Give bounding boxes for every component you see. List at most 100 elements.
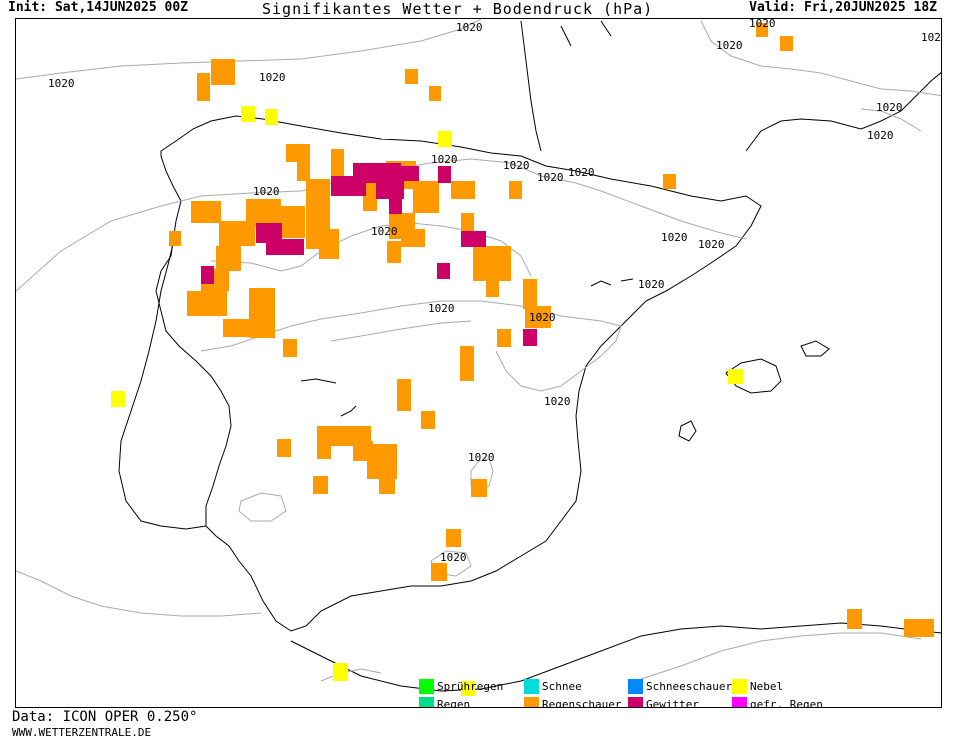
weather-map: 1020 1020 1020 1020 1020 1020 1020 1020 …	[16, 19, 942, 696]
cell-thunderstorm	[523, 329, 537, 346]
data-source: Data: ICON OPER 0.250°	[12, 709, 198, 725]
cell-rain-shower	[187, 291, 227, 316]
island-ibiza	[678, 420, 697, 442]
cell-thunderstorm	[376, 181, 404, 199]
isobar-9	[320, 668, 382, 682]
cell-thunderstorm	[437, 263, 450, 279]
cell-rain-shower	[197, 73, 210, 101]
island-mallorca	[725, 358, 782, 394]
coastline-france	[520, 20, 612, 152]
isobar-label: 1020	[537, 171, 564, 184]
isobar-12	[640, 632, 922, 680]
cell-rain-shower	[169, 231, 181, 246]
cell-rain-shower	[756, 23, 768, 37]
cell-rain-shower	[297, 161, 310, 181]
isobar-label: 1020	[253, 185, 280, 198]
cell-rain-shower	[904, 619, 934, 637]
cell-rain-shower	[401, 229, 425, 247]
cell-rain-shower	[249, 288, 275, 338]
coastline-africa	[290, 622, 941, 692]
cell-rain-shower	[446, 529, 461, 547]
isobar-1	[16, 19, 482, 80]
website-url[interactable]: WWW.WETTERZENTRALE.DE	[12, 726, 152, 739]
isobar-label: 1020	[456, 21, 483, 34]
cell-rain-shower	[283, 339, 297, 357]
cell-fog	[438, 131, 452, 147]
cell-rain-shower	[486, 279, 499, 297]
cell-rain-shower	[473, 246, 511, 281]
isobar-label: 1020	[529, 311, 556, 324]
cell-fog	[241, 106, 255, 122]
cell-fog	[111, 391, 125, 407]
cell-thunderstorm	[438, 166, 451, 183]
isobar-label: 1020	[48, 77, 75, 90]
island-menorca	[800, 340, 830, 357]
isobar-label: 1020	[867, 129, 894, 142]
cell-thunderstorm	[256, 223, 282, 243]
isobar-labels: 1020 1020 1020 1020 1020 1020 1020 1020 …	[48, 19, 942, 564]
cell-fog	[265, 109, 278, 125]
coastline-portugal	[118, 230, 207, 530]
precipitation-cells	[111, 23, 934, 696]
cell-rain-shower	[497, 329, 511, 347]
cell-rain-shower	[429, 86, 441, 101]
isobar-label: 1020	[876, 101, 903, 114]
river-tajo	[300, 378, 337, 384]
cell-rain-shower	[663, 174, 676, 189]
isobar-2	[16, 158, 747, 292]
isobar-label: 1020	[568, 166, 595, 179]
cell-rain-shower	[431, 563, 447, 581]
cell-rain-shower	[780, 36, 793, 51]
cell-rain-shower	[191, 201, 221, 223]
isobar-label: 1020	[440, 551, 467, 564]
isobar-3	[200, 300, 622, 392]
cell-rain-shower	[397, 379, 411, 411]
isobar-4	[210, 222, 532, 277]
cell-rain-shower	[461, 213, 474, 231]
isobar-label: 1020	[428, 302, 455, 315]
cell-rain-shower	[387, 241, 401, 263]
isobar-11	[860, 108, 922, 132]
cell-rain-shower	[313, 476, 328, 494]
cell-thunderstorm	[461, 231, 486, 247]
isobar-label: 1020	[749, 19, 776, 30]
cell-rain-shower	[525, 306, 551, 328]
cell-rain-shower	[523, 279, 537, 309]
cell-rain-shower	[277, 439, 291, 457]
isobar-10	[700, 20, 941, 97]
cell-rain-shower	[509, 181, 522, 199]
isobar-label: 1020	[661, 231, 688, 244]
cell-rain-shower	[379, 476, 395, 494]
map-frame: 1020 1020 1020 1020 1020 1020 1020 1020 …	[15, 18, 942, 708]
cell-rain-shower	[216, 246, 241, 271]
reservoir-north	[590, 278, 634, 287]
cell-rain-shower	[286, 144, 310, 162]
isobar-13	[330, 320, 472, 342]
cell-rain-shower	[405, 69, 418, 84]
coastline-france-east	[745, 72, 941, 152]
cell-thunderstorm	[389, 196, 402, 214]
cell-fog	[728, 369, 743, 384]
cell-thunderstorm	[201, 266, 214, 284]
cell-rain-shower	[421, 411, 435, 429]
river-guadiana	[340, 405, 357, 417]
isobars	[16, 19, 941, 682]
cell-rain-shower	[331, 149, 344, 179]
cell-rain-shower	[460, 346, 474, 381]
cell-thunderstorm	[353, 163, 401, 183]
valid-time: Valid: Fri,20JUN2025 18Z	[749, 0, 937, 15]
cell-rain-shower	[211, 59, 235, 85]
cell-rain-shower	[319, 229, 339, 259]
isobar-8	[16, 570, 262, 617]
isobar-label: 1020	[468, 451, 495, 464]
isobar-7	[238, 492, 287, 522]
isobar-label: 1020	[698, 238, 725, 251]
cell-rain-shower	[367, 444, 397, 479]
isobar-label: 1020	[716, 39, 743, 52]
isobar-label: 1020	[921, 31, 942, 44]
cell-thunderstorm	[401, 166, 419, 181]
cell-rain-shower	[471, 479, 487, 497]
cell-rain-shower	[413, 181, 439, 213]
cell-rain-shower	[847, 609, 862, 629]
isobar-label: 1020	[431, 153, 458, 166]
